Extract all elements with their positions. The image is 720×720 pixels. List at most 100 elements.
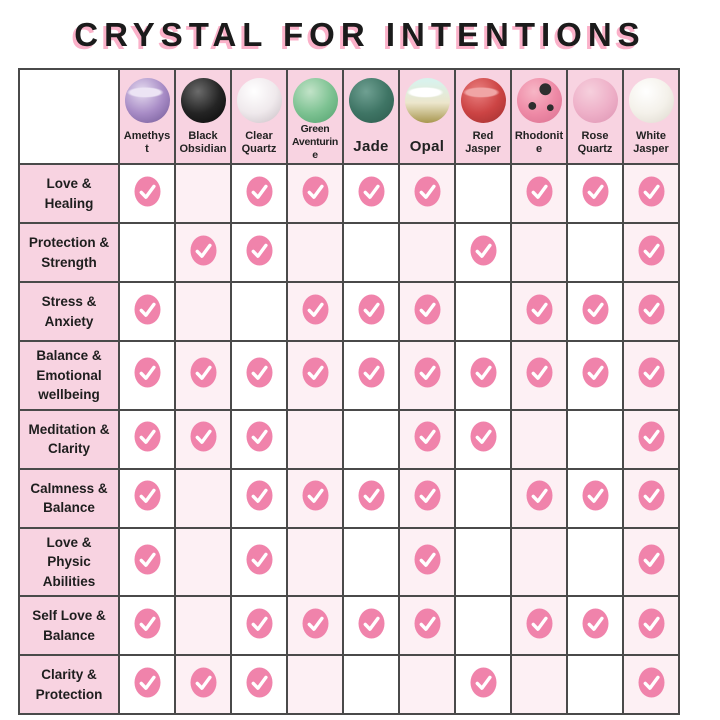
jade-stone-icon bbox=[348, 78, 394, 123]
intention-label: Calmness & Balance bbox=[18, 467, 120, 529]
intention-label: Love & Physic Abilities bbox=[18, 526, 120, 598]
cell-meditation-clarity-opal bbox=[398, 408, 456, 470]
check-icon bbox=[134, 421, 161, 452]
check-icon bbox=[526, 294, 553, 325]
check-icon bbox=[358, 480, 385, 511]
page-title: CRYSTAL FOR INTENTIONS bbox=[74, 16, 646, 53]
cell-self-love-balance-clear-quartz bbox=[230, 595, 288, 657]
cell-stress-anxiety-opal bbox=[398, 281, 456, 342]
cell-self-love-balance-jade bbox=[342, 595, 400, 657]
cell-love-physic-abilities-jade bbox=[342, 526, 400, 598]
cell-balance-emotional-wellbeing-rhodonite bbox=[510, 340, 568, 411]
column-header-content: Amethyst bbox=[120, 71, 174, 162]
cell-love-physic-abilities-amethyst bbox=[118, 526, 176, 598]
clear-quartz-stone-icon bbox=[236, 78, 282, 123]
cell-love-physic-abilities-rhodonite bbox=[510, 526, 568, 598]
cell-love-healing-green-aventurine bbox=[286, 163, 344, 224]
check-icon bbox=[134, 480, 161, 511]
check-icon bbox=[190, 667, 217, 698]
cell-protection-strength-opal bbox=[398, 222, 456, 283]
check-icon bbox=[190, 235, 217, 266]
cell-clarity-protection-clear-quartz bbox=[230, 654, 288, 716]
check-icon bbox=[414, 176, 441, 207]
crystal-name: Rhodonite bbox=[514, 129, 564, 156]
cell-love-physic-abilities-opal bbox=[398, 526, 456, 598]
check-icon bbox=[302, 357, 329, 388]
cell-stress-anxiety-jade bbox=[342, 281, 400, 342]
column-header-content: Opal bbox=[400, 71, 454, 162]
column-header-white-jasper: White Jasper bbox=[622, 68, 680, 165]
cell-love-physic-abilities-red-jasper bbox=[454, 526, 512, 598]
table-header: Amethyst Black Obsidian Clear Quartz Green … bbox=[18, 68, 680, 165]
cell-calmness-balance-rose-quartz bbox=[566, 467, 624, 529]
cell-love-healing-clear-quartz bbox=[230, 163, 288, 224]
cell-balance-emotional-wellbeing-green-aventurine bbox=[286, 340, 344, 411]
intention-label: Clarity & Protection bbox=[18, 654, 120, 716]
cell-self-love-balance-white-jasper bbox=[622, 595, 680, 657]
check-icon bbox=[414, 480, 441, 511]
cell-clarity-protection-jade bbox=[342, 654, 400, 716]
cell-love-physic-abilities-green-aventurine bbox=[286, 526, 344, 598]
column-header-content: Black Obsidian bbox=[176, 71, 230, 162]
cell-stress-anxiety-rhodonite bbox=[510, 281, 568, 342]
cell-clarity-protection-white-jasper bbox=[622, 654, 680, 716]
crystal-name: Opal bbox=[409, 138, 445, 156]
corner-cell bbox=[18, 68, 120, 165]
column-header-opal: Opal bbox=[398, 68, 456, 165]
cell-love-healing-black-obsidian bbox=[174, 163, 232, 224]
cell-calmness-balance-opal bbox=[398, 467, 456, 529]
cell-protection-strength-clear-quartz bbox=[230, 222, 288, 283]
check-icon bbox=[638, 357, 665, 388]
check-icon bbox=[302, 480, 329, 511]
crystal-name: Black Obsidian bbox=[179, 129, 227, 156]
check-icon bbox=[638, 667, 665, 698]
check-icon bbox=[414, 421, 441, 452]
cell-self-love-balance-rose-quartz bbox=[566, 595, 624, 657]
crystal-name: Red Jasper bbox=[465, 129, 501, 156]
check-icon bbox=[638, 421, 665, 452]
cell-balance-emotional-wellbeing-red-jasper bbox=[454, 340, 512, 411]
check-icon bbox=[526, 480, 553, 511]
cell-stress-anxiety-green-aventurine bbox=[286, 281, 344, 342]
cell-meditation-clarity-white-jasper bbox=[622, 408, 680, 470]
cell-love-physic-abilities-clear-quartz bbox=[230, 526, 288, 598]
cell-stress-anxiety-black-obsidian bbox=[174, 281, 232, 342]
check-icon bbox=[302, 176, 329, 207]
check-icon bbox=[246, 544, 273, 575]
cell-calmness-balance-white-jasper bbox=[622, 467, 680, 529]
check-icon bbox=[638, 235, 665, 266]
check-icon bbox=[526, 608, 553, 639]
opal-stone-icon bbox=[404, 78, 450, 123]
black-obsidian-stone-icon bbox=[180, 78, 226, 123]
check-icon bbox=[134, 608, 161, 639]
intention-label: Meditation & Clarity bbox=[18, 408, 120, 470]
cell-love-healing-amethyst bbox=[118, 163, 176, 224]
cell-meditation-clarity-black-obsidian bbox=[174, 408, 232, 470]
cell-clarity-protection-amethyst bbox=[118, 654, 176, 716]
check-icon bbox=[582, 176, 609, 207]
cell-meditation-clarity-clear-quartz bbox=[230, 408, 288, 470]
check-icon bbox=[414, 294, 441, 325]
check-icon bbox=[358, 176, 385, 207]
cell-protection-strength-white-jasper bbox=[622, 222, 680, 283]
intention-label: Protection & Strength bbox=[18, 222, 120, 283]
cell-protection-strength-rhodonite bbox=[510, 222, 568, 283]
cell-self-love-balance-rhodonite bbox=[510, 595, 568, 657]
cell-calmness-balance-clear-quartz bbox=[230, 467, 288, 529]
cell-balance-emotional-wellbeing-black-obsidian bbox=[174, 340, 232, 411]
cell-meditation-clarity-rhodonite bbox=[510, 408, 568, 470]
cell-stress-anxiety-clear-quartz bbox=[230, 281, 288, 342]
intentions-table: Amethyst Black Obsidian Clear Quartz Green … bbox=[18, 68, 680, 716]
table-row-meditation-clarity: Meditation & Clarity bbox=[18, 408, 680, 470]
rhodonite-stone-icon bbox=[516, 78, 562, 123]
column-header-content: Green Aventurine bbox=[288, 71, 342, 162]
column-header-content: Rhodonite bbox=[512, 71, 566, 162]
column-header-content: Rose Quartz bbox=[568, 71, 622, 162]
cell-clarity-protection-opal bbox=[398, 654, 456, 716]
intention-label: Stress & Anxiety bbox=[18, 281, 120, 342]
cell-meditation-clarity-red-jasper bbox=[454, 408, 512, 470]
column-header-rose-quartz: Rose Quartz bbox=[566, 68, 624, 165]
column-header-content: White Jasper bbox=[624, 71, 678, 162]
column-header-black-obsidian: Black Obsidian bbox=[174, 68, 232, 165]
cell-love-healing-red-jasper bbox=[454, 163, 512, 224]
